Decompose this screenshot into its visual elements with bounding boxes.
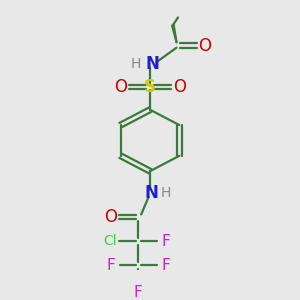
Text: O: O — [198, 37, 211, 55]
Text: N: N — [145, 184, 158, 202]
Text: F: F — [106, 258, 115, 273]
Text: F: F — [161, 258, 170, 273]
Text: N: N — [146, 55, 159, 73]
Text: S: S — [144, 78, 156, 96]
Text: Cl: Cl — [103, 234, 117, 248]
Text: H: H — [131, 57, 141, 71]
Text: H: H — [161, 186, 171, 200]
Text: O: O — [114, 78, 127, 96]
Text: O: O — [173, 78, 186, 96]
Text: O: O — [104, 208, 117, 226]
Text: F: F — [161, 234, 170, 249]
Text: F: F — [134, 285, 142, 300]
